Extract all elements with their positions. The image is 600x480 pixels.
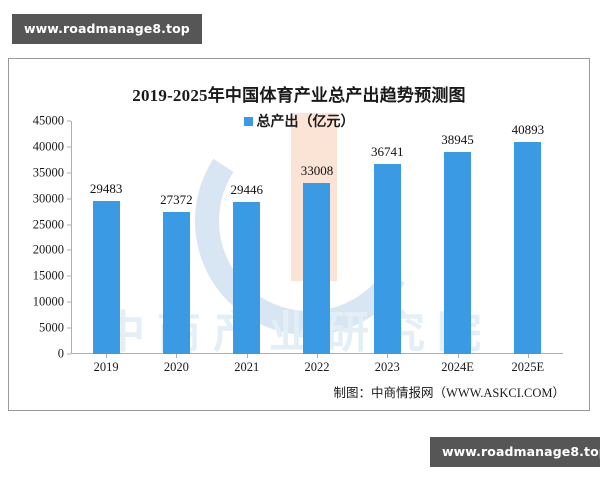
bar-slot: 40893 (493, 121, 563, 358)
y-axis-tick-label: 40000 (32, 139, 64, 154)
plot-area: 45000 40000 35000 30000 25000 20000 15000 10000… (33, 114, 563, 361)
source-note: 制图：中商情报网（WWW.ASKCI.COM） (333, 386, 565, 400)
bar-value-label: 29446 (230, 181, 263, 197)
x-axis-tick-mark (106, 354, 108, 358)
y-axis-tick-mark (67, 327, 71, 329)
x-axis-tick-mark (527, 354, 529, 358)
legend-swatch-icon (243, 116, 253, 126)
y-axis-tick-mark (67, 353, 71, 355)
x-axis-tick-label: 2022 (304, 360, 330, 374)
bar[interactable] (303, 183, 331, 354)
x-axis-tick-mark (316, 354, 318, 358)
y-axis-tick-label: 20000 (32, 242, 64, 257)
y-axis-tick-label: 35000 (32, 165, 64, 180)
x-axis-tick-mark (176, 354, 178, 358)
bar-value-label: 33008 (300, 163, 334, 179)
y-axis-tick-mark (67, 146, 71, 148)
y-axis-tick-mark (67, 198, 71, 200)
y-axis-tick-label: 15000 (32, 268, 64, 283)
bar-value-label: 27372 (160, 192, 193, 208)
watermark-badge-bottom: www.roadmanage8.top (430, 437, 600, 467)
bar-slot: 38945 (422, 121, 492, 358)
x-axis-tick-mark (387, 354, 389, 358)
y-axis-tick-label: 0 (57, 346, 64, 361)
bar[interactable] (373, 163, 401, 354)
x-axis-tick-label: 2025E (511, 360, 545, 374)
y-axis-tick-mark (67, 301, 71, 303)
legend-label: 总产出（亿元） (256, 115, 355, 130)
bar-value-label: 38945 (441, 132, 474, 148)
x-axis-tick-label: 2019 (93, 360, 119, 374)
bar-series: 29483 27372 29446 33008 36741 38945 40893 (71, 121, 563, 358)
bar-value-label: 29483 (89, 181, 123, 197)
y-axis-tick-label: 5000 (39, 320, 64, 335)
bar-slot: 36741 (352, 121, 422, 358)
x-axis-tick-label: 2021 (234, 360, 260, 374)
y-axis-tick-mark (67, 224, 71, 226)
x-axis-tick-label: 2024E (441, 360, 474, 374)
y-axis-line (71, 121, 72, 354)
x-axis-tick-mark (246, 354, 248, 358)
bar-slot: 29446 (212, 121, 282, 358)
x-axis-tick-label: 2020 (163, 360, 189, 374)
bar[interactable] (233, 201, 261, 354)
x-axis-tick-mark (457, 354, 459, 358)
y-axis-tick-mark (67, 275, 71, 277)
bar-slot: 33008 (282, 121, 352, 358)
bar[interactable] (92, 201, 120, 354)
y-axis-tick-label: 25000 (32, 217, 64, 232)
chart-title: 2019-2025年中国体育产业总产出趋势预测图 (132, 86, 466, 105)
x-axis-tick-label: 2023 (374, 360, 400, 374)
y-axis-tick-mark (67, 172, 71, 174)
y-axis-tick-mark (67, 120, 71, 122)
bar[interactable] (514, 142, 542, 354)
watermark-badge-top: www.roadmanage8.top (12, 14, 202, 44)
chart-card: 中商产业研究院 2019-2025年中国体育产业总产出趋势预测图 总产出（亿元）… (8, 58, 590, 411)
bar-value-label: 36741 (371, 143, 404, 159)
bar-slot: 27372 (141, 121, 211, 358)
bar-slot: 29483 (71, 121, 141, 358)
chart-legend: 总产出（亿元） (9, 111, 589, 131)
y-axis-tick-label: 10000 (32, 294, 64, 309)
y-axis-tick-label: 45000 (32, 113, 64, 128)
y-axis-tick-label: 30000 (32, 191, 64, 206)
bar[interactable] (162, 212, 190, 354)
bar-value-label: 40893 (511, 122, 545, 138)
bar[interactable] (444, 152, 472, 354)
x-axis-labels: 2019 2020 2021 2022 2023 2024E 2025E (71, 360, 563, 375)
y-axis-tick-mark (67, 249, 71, 251)
